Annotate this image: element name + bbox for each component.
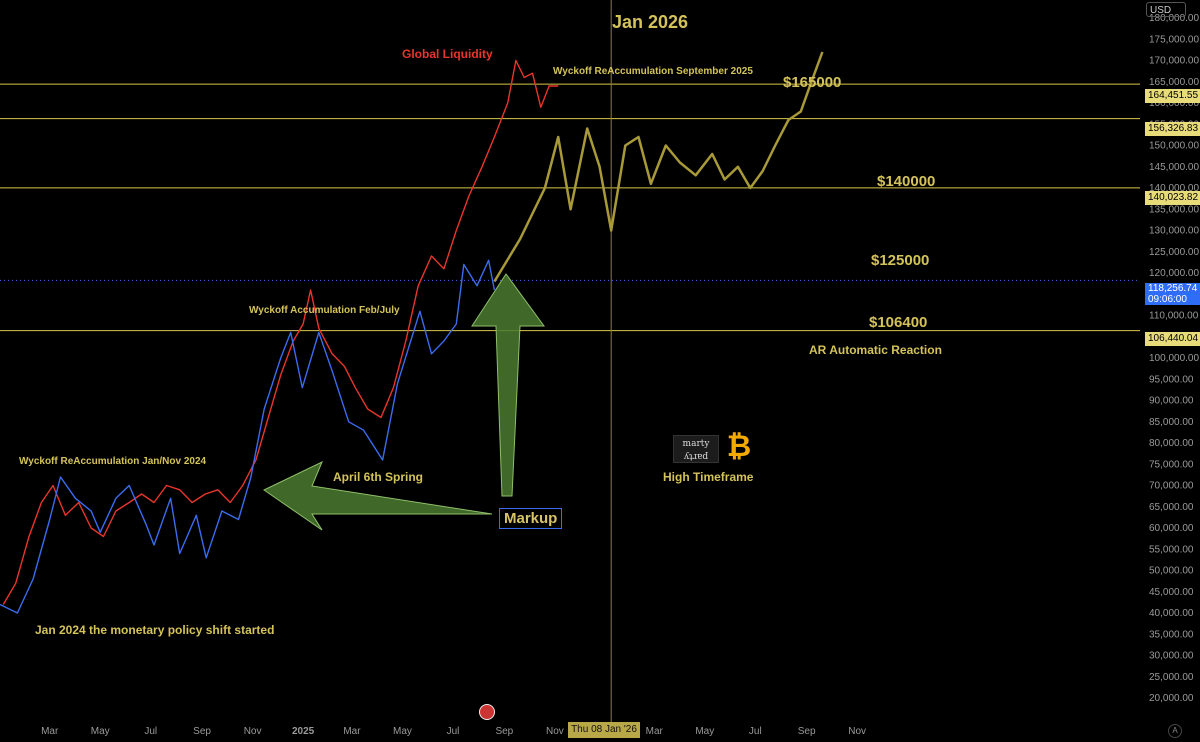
- price-tick: 75,000.00: [1149, 459, 1194, 470]
- price-tick: 140,000.00: [1149, 183, 1199, 194]
- price-tick: 100,000.00: [1149, 353, 1199, 364]
- monetary-policy-label: Jan 2024 the monetary policy shift start…: [35, 623, 275, 637]
- time-tick: Sep: [495, 726, 513, 737]
- wyckoff-reaccumulation-2024-label: Wyckoff ReAccumulation Jan/Nov 2024: [19, 456, 207, 467]
- price-tick: 70,000.00: [1149, 481, 1194, 492]
- price-level-lines: [0, 83, 1140, 332]
- time-tick: Sep: [193, 726, 211, 737]
- series-line-global-liquidity: [2, 59, 559, 605]
- price-tick: 85,000.00: [1149, 417, 1194, 428]
- level-tag-140023: 140,023.82: [1145, 191, 1200, 205]
- time-tick: Nov: [848, 726, 866, 737]
- time-tick: May: [695, 726, 714, 737]
- wyckoff-reaccumulation-sep-label: Wyckoff ReAccumulation September 2025: [553, 66, 753, 77]
- price-tick: 175,000.00: [1149, 34, 1199, 45]
- level-tag-106440: 106,440.04: [1145, 332, 1200, 346]
- level-tag-164451: 164,451.55: [1145, 89, 1200, 103]
- price-tick: 50,000.00: [1149, 566, 1194, 577]
- left-arrow: [263, 460, 493, 531]
- series-line-btc: [0, 259, 496, 614]
- earnings-icon[interactable]: [479, 704, 495, 720]
- wyckoff-accumulation-label: Wyckoff Accumulation Feb/July: [249, 305, 400, 316]
- price-tick: 165,000.00: [1149, 77, 1199, 88]
- currency-selector[interactable]: USD: [1146, 2, 1186, 17]
- series-line-projection: [493, 51, 824, 283]
- price-tick: 120,000.00: [1149, 268, 1199, 279]
- price-tick: 160,000.00: [1149, 98, 1199, 109]
- time-tick: May: [91, 726, 110, 737]
- markup-label: Markup: [499, 508, 563, 529]
- level-tag-156326: 156,326.83: [1145, 122, 1200, 136]
- price-165000-label: $165000: [783, 74, 842, 91]
- marty-party-logo: marty party: [673, 435, 719, 463]
- time-tick-labels: Mar May Jul Sep Nov 2025 Mar May Jul Sep Nov Mar May…: [41, 726, 866, 737]
- price-tick: 60,000.00: [1149, 523, 1194, 534]
- price-tick: 65,000.00: [1149, 502, 1194, 513]
- jan-2026-label: Jan 2026: [612, 12, 689, 32]
- price-tick: 35,000.00: [1149, 629, 1194, 640]
- price-tick: 110,000.00: [1149, 311, 1199, 322]
- price-106400-label: $106400: [869, 314, 928, 331]
- time-tick: Sep: [798, 726, 816, 737]
- price-tick: 25,000.00: [1149, 672, 1194, 683]
- time-tick: Nov: [546, 726, 564, 737]
- april-spring-label: April 6th Spring: [333, 470, 423, 484]
- auto-scale-button[interactable]: A: [1168, 724, 1182, 738]
- global-liquidity-label: Global Liquidity: [402, 47, 493, 61]
- price-tick: 150,000.00: [1149, 141, 1199, 152]
- time-tick: Mar: [41, 726, 59, 737]
- price-tick: 30,000.00: [1149, 651, 1194, 662]
- price-tick: 40,000.00: [1149, 608, 1194, 619]
- price-tick: 45,000.00: [1149, 587, 1194, 598]
- time-tick: Mar: [343, 726, 361, 737]
- bitcoin-icon: ₿: [726, 430, 752, 463]
- series-lines: [0, 51, 824, 614]
- price-125000-label: $125000: [871, 252, 930, 269]
- price-tick: 90,000.00: [1149, 396, 1194, 407]
- price-tick-labels: 180,000.00 175,000.00 170,000.00 165,000.00…: [1149, 13, 1199, 704]
- current-price-countdown: 09:06:00: [1148, 294, 1187, 305]
- price-tick: 130,000.00: [1149, 226, 1199, 237]
- price-tick: 125,000.00: [1149, 247, 1199, 258]
- current-price-value: 118,256.74: [1148, 283, 1198, 294]
- price-tick: 180,000.00: [1149, 13, 1199, 24]
- price-tick: 145,000.00: [1149, 162, 1199, 173]
- time-tick: Jul: [447, 726, 460, 737]
- high-timeframe-label: High Timeframe: [663, 470, 754, 484]
- current-price-tag: 118,256.74 09:06:00: [1145, 283, 1200, 305]
- price-140000-label: $140000: [877, 173, 936, 190]
- price-tick: 170,000.00: [1149, 56, 1199, 67]
- crosshair-date-tag: Thu 08 Jan '26: [568, 722, 640, 738]
- time-tick: Nov: [244, 726, 262, 737]
- up-arrow: [471, 273, 545, 497]
- time-tick: Mar: [646, 726, 664, 737]
- arrows: [263, 273, 545, 531]
- time-tick: May: [393, 726, 412, 737]
- price-tick: 20,000.00: [1149, 693, 1194, 704]
- time-tick: Jul: [749, 726, 762, 737]
- price-tick: 95,000.00: [1149, 374, 1194, 385]
- price-tick: 135,000.00: [1149, 204, 1199, 215]
- time-tick: Jul: [144, 726, 157, 737]
- time-tick: 2025: [292, 726, 315, 737]
- price-tick: 80,000.00: [1149, 438, 1194, 449]
- automatic-reaction-label: AR Automatic Reaction: [809, 343, 942, 357]
- price-tick: 55,000.00: [1149, 544, 1194, 555]
